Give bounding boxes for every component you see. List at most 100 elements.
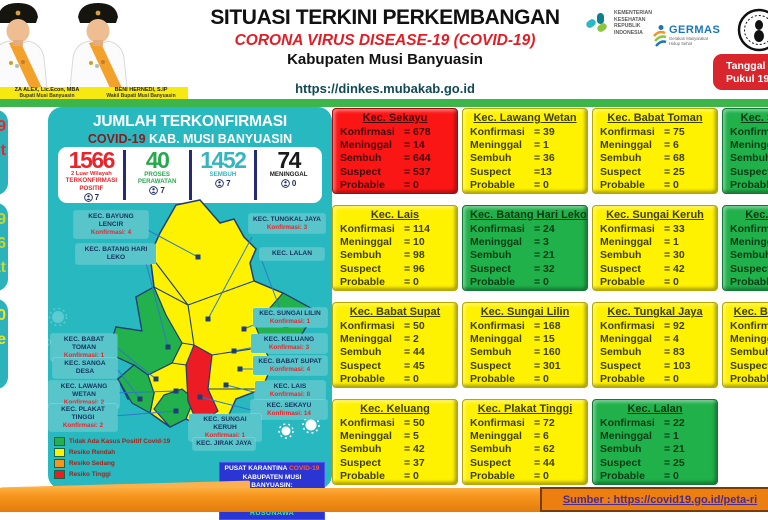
summary-panel: JUMLAH TERKONFIRMASI COVID-19 KAB. MUSI …: [48, 107, 332, 489]
summary-stat: 1452 SEMBUH 7: [189, 150, 255, 200]
card-row-probable: Probable= 0: [340, 276, 450, 289]
card-row-probable: Probable: [730, 179, 768, 192]
stat-value: 74: [258, 150, 319, 171]
summary-stat: 74 MENINGGAL 0: [254, 150, 320, 200]
district-card: Kec. Sungai Keruh Konfirmasi= 33 Meningg…: [592, 205, 718, 291]
map-district-name: Kec. Sungai Lilin: [255, 310, 325, 318]
map-district-confirmed: Konfirmasi: 3: [251, 224, 323, 232]
legend-item: Resiko Sedang: [54, 459, 170, 468]
legend-label: Resiko Rendah: [69, 449, 115, 456]
title-block: SITUASI TERKINI PERKEMBANGAN CORONA VIRU…: [190, 6, 580, 96]
district-card-title: Kec. Bayung Lencir: [730, 306, 768, 318]
header-divider: [0, 99, 768, 107]
card-row-suspect: Suspect= 37: [340, 457, 450, 470]
map-district-confirmed: Konfirmasi: 4: [255, 366, 325, 374]
card-row-sembuh: Sembuh: [730, 249, 768, 262]
district-card-title: Kec. Jirak Jaya: [730, 209, 768, 221]
map-district-name: Kec. Babat Supat: [255, 358, 325, 366]
card-row-konfirmasi: Konfirmasi: [730, 320, 768, 333]
card-row-meninggal: Meninggal= 15: [470, 333, 580, 346]
district-card: Kec. Babat Toman Konfirmasi= 75 Meningga…: [592, 108, 718, 194]
card-row-sembuh: Sembuh= 160: [470, 346, 580, 359]
stat-value: 1566: [61, 150, 122, 171]
officials-photo: [0, 0, 162, 88]
district-card: Kec. Batang Hari Leko Konfirmasi= 24 Men…: [462, 205, 588, 291]
stat-person-count: 7: [193, 179, 254, 188]
card-row-meninggal: Meninggal= 2: [340, 333, 450, 346]
card-row-sembuh: Sembuh: [730, 346, 768, 359]
left-cutoff-text: 96Erat: [0, 208, 6, 280]
card-row-sembuh: Sembuh= 21: [600, 443, 710, 456]
district-card-title: Kec. Keluang: [340, 403, 450, 415]
card-row-suspect: Suspect: [730, 166, 768, 179]
card-row-probable: Probable= 0: [470, 373, 580, 386]
source-link[interactable]: Sumber : https://covid19.go.id/peta-ri: [540, 487, 768, 512]
card-row-suspect: Suspect= 301: [470, 360, 580, 373]
district-card: Kec. Sungai Lilin Konfirmasi= 168 Mening…: [462, 302, 588, 388]
stat-person-count: 7: [127, 186, 188, 195]
card-row-konfirmasi: Konfirmasi= 92: [600, 320, 710, 333]
map-district-confirmed: Konfirmasi: 8: [257, 391, 323, 399]
map-district-name: Kec. Sungai Keruh: [191, 416, 259, 432]
card-row-konfirmasi: Konfirmasi= 50: [340, 320, 450, 333]
card-row-konfirmasi: Konfirmasi: [730, 223, 768, 236]
card-row-sembuh: Sembuh: [730, 152, 768, 165]
summary-title-line1: JUMLAH TERKONFIRMASI: [48, 113, 332, 132]
kemenkes-logo: KEMENTERIAN KESEHATAN REPUBLIK INDONESIA: [584, 10, 652, 36]
district-card: Kec. Babat Supat Konfirmasi= 50 Meningga…: [332, 302, 458, 388]
legend-label: Tidak Ada Kasus Positif Covid-19: [69, 438, 170, 445]
district-card: Kec. Jirak Jaya Konfirmasi Meninggal Sem…: [722, 205, 768, 291]
district-cards-grid: Kec. Sekayu Konfirmasi= 678 Meninggal= 1…: [332, 108, 768, 485]
card-row-probable: Probable= 0: [340, 470, 450, 483]
legend-swatch: [54, 459, 65, 468]
card-row-suspect: Suspect= 32: [470, 263, 580, 276]
stat-label: MENINGGAL: [258, 171, 319, 178]
map-district-name: Kec. Sanga Desa: [55, 360, 115, 376]
summary-stat: 40 PROSES PERAWATAN 7: [123, 150, 189, 200]
district-card-title: Kec. Lawang Wetan: [470, 112, 580, 124]
kemenkes-logo-text: KEMENTERIAN KESEHATAN REPUBLIK INDONESIA: [614, 10, 652, 36]
map-district-label: Kec. Sekayu Konfirmasi: 14: [251, 400, 327, 419]
legend-item: Tidak Ada Kasus Positif Covid-19: [54, 437, 170, 446]
germas-logo: GERMAS Gerakan Masyarakat Hidup Sehat: [652, 24, 720, 48]
map-district-confirmed: Konfirmasi: 3: [253, 344, 325, 352]
card-row-konfirmasi: Konfirmasi= 678: [340, 126, 450, 139]
map-district-label: Kec. Babat Supat Konfirmasi: 4: [253, 356, 327, 375]
card-row-konfirmasi: Konfirmasi= 33: [600, 223, 710, 236]
card-row-suspect: Suspect= 25: [600, 457, 710, 470]
map-district-label: Kec. Sungai Lilin Konfirmasi: 1: [253, 308, 327, 327]
regency-seal: [737, 8, 768, 57]
left-cutoff-panel: 0ble: [0, 299, 8, 389]
kemenkes-logo-icon: [584, 10, 610, 36]
district-card-title: Kec. Batang Hari Leko: [470, 209, 580, 221]
card-row-suspect: Suspect= 537: [340, 166, 450, 179]
card-row-sembuh: Sembuh= 83: [600, 346, 710, 359]
stat-label: TERKONFIRMASI POSITIF: [61, 177, 122, 191]
card-row-sembuh: Sembuh= 98: [340, 249, 450, 262]
card-row-sembuh: Sembuh= 62: [470, 443, 580, 456]
map-district-name: Kec. Tungkal Jaya: [251, 216, 323, 224]
district-card: Kec. Plakat Tinggi Konfirmasi= 72 Mening…: [462, 399, 588, 485]
card-row-konfirmasi: Konfirmasi= 39: [470, 126, 580, 139]
card-row-meninggal: Meninggal= 14: [340, 139, 450, 152]
dinkes-url[interactable]: https://dinkes.mubakab.go.id: [190, 81, 580, 96]
summary-stats: 1566 2 Luar Wilayah TERKONFIRMASI POSITI…: [58, 147, 322, 203]
card-row-sembuh: Sembuh= 44: [340, 346, 450, 359]
map-district-name: Kec. Sekayu: [253, 402, 325, 410]
district-card: Kec. Bayung Lencir Konfirmasi Meninggal …: [722, 302, 768, 388]
regency-seal-icon: [737, 8, 768, 52]
card-row-suspect: Suspect: [730, 263, 768, 276]
card-row-konfirmasi: Konfirmasi= 24: [470, 223, 580, 236]
germas-logo-icon: [652, 24, 667, 48]
card-row-sembuh: Sembuh= 36: [470, 152, 580, 165]
map-legend: Tidak Ada Kasus Positif Covid-19 Resiko …: [54, 437, 170, 481]
legend-swatch: [54, 437, 65, 446]
map-district-name: Kec. Plakat Tinggi: [51, 406, 115, 422]
legend-label: Resiko Tinggi: [69, 471, 111, 478]
card-row-meninggal: Meninggal= 10: [340, 236, 450, 249]
district-card-title: Kec. Sanga Desa: [730, 112, 768, 124]
card-row-konfirmasi: Konfirmasi= 50: [340, 417, 450, 430]
district-card-title: Kec. Lalan: [600, 403, 710, 415]
card-row-sembuh: Sembuh= 644: [340, 152, 450, 165]
district-card-title: Kec. Lais: [340, 209, 450, 221]
